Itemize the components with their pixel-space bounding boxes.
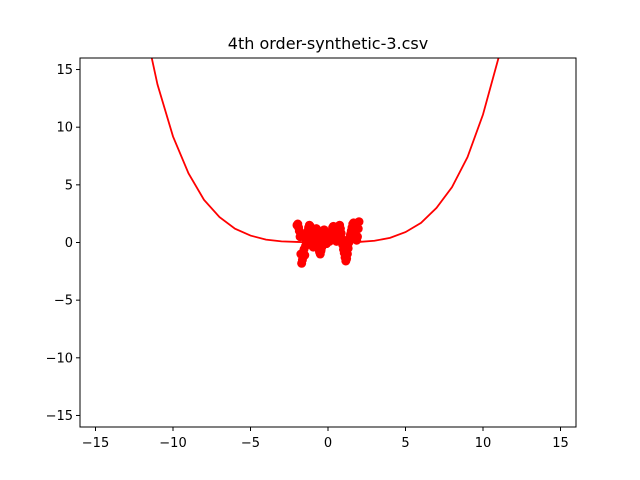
scatter-point	[300, 250, 310, 260]
y-tick-label: 5	[65, 178, 73, 193]
x-tick-label: 10	[475, 436, 492, 451]
x-tick-label: 15	[552, 436, 569, 451]
y-tick-label: 10	[56, 121, 73, 136]
scatter-point	[354, 217, 364, 227]
x-tick-label: −5	[241, 436, 260, 451]
y-tick-label: −15	[46, 409, 73, 424]
scatter-point	[352, 232, 362, 242]
y-tick-label: 15	[56, 63, 73, 78]
x-tick-label: 0	[324, 436, 332, 451]
x-tick-label: 5	[401, 436, 409, 451]
x-tick-label: −10	[159, 436, 186, 451]
y-tick-label: −5	[54, 294, 73, 309]
chart-title: 4th order-synthetic-3.csv	[228, 34, 428, 53]
x-tick-label: −15	[82, 436, 109, 451]
y-axis: −15 −10 −5 0 5 10 15	[46, 63, 80, 424]
plot-area	[150, 58, 500, 268]
scatter-point	[353, 224, 363, 234]
y-tick-label: 0	[65, 236, 73, 251]
y-tick-label: −10	[46, 351, 73, 366]
plot-frame	[79, 57, 577, 428]
x-axis: −15 −10 −5 0 5 10 15	[82, 427, 569, 451]
